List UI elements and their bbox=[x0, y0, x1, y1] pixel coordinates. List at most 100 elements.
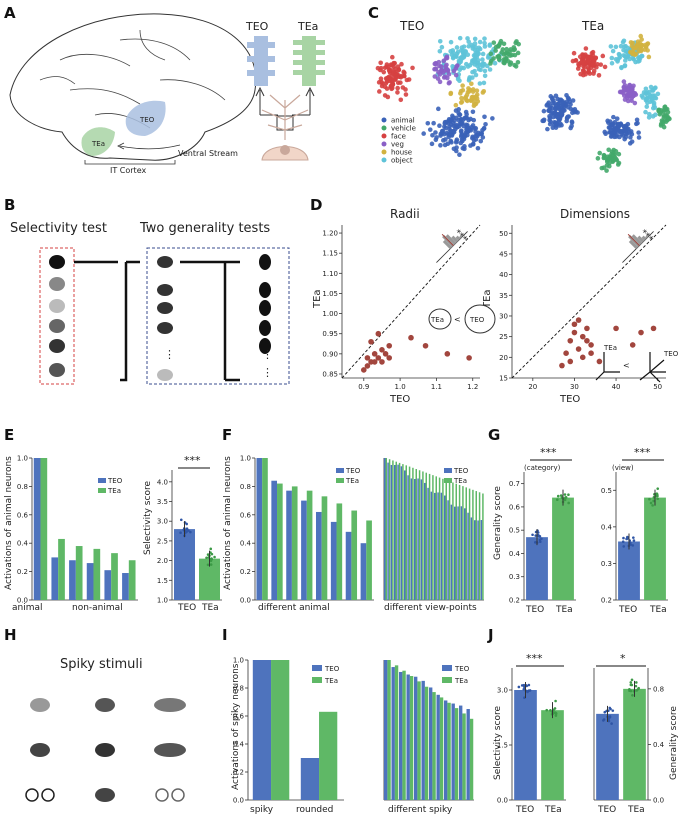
f-view-bar-TEO-10 bbox=[417, 478, 419, 600]
tsne-point-animal bbox=[555, 115, 561, 120]
i-bars1-ytick-label-5: 1.0 bbox=[233, 657, 244, 665]
tsne-point-vehicle bbox=[661, 113, 667, 119]
tsne-point-animal bbox=[450, 115, 456, 120]
tsne-point-face bbox=[596, 73, 602, 78]
f-view-bar-TEa-15 bbox=[435, 476, 437, 600]
dims-tea-axes-icon bbox=[595, 352, 620, 381]
f-animal-bar-TEO-2 bbox=[286, 490, 292, 600]
tsne-point-face bbox=[381, 69, 387, 75]
tsne-point-vehicle bbox=[512, 62, 517, 68]
tsne-point-animal bbox=[553, 93, 559, 99]
e-score-ytick-label-1: 1.5 bbox=[157, 577, 168, 585]
e-act-bar-TEO-0 bbox=[33, 458, 41, 600]
f-bars1-ytick-label-0: 0.0 bbox=[240, 597, 251, 605]
tsne-point-vehicle bbox=[504, 46, 509, 52]
tsne-point-object bbox=[616, 51, 622, 57]
g-view-dot-1-2 bbox=[649, 501, 653, 505]
tsne-point-object bbox=[625, 53, 631, 58]
dims-ytick-label-4: 35 bbox=[499, 292, 508, 300]
tsne-point-object bbox=[437, 38, 443, 44]
i-diff-bar-TEO-3 bbox=[406, 674, 410, 800]
tsne-point-face bbox=[390, 54, 395, 60]
e-act-bar-TEa-5 bbox=[128, 560, 136, 600]
radii-hist-median bbox=[441, 233, 454, 246]
dims-hist-bar-5 bbox=[645, 234, 649, 239]
tsne-point-object bbox=[473, 72, 479, 78]
j-sel-dot-0-12 bbox=[526, 690, 529, 694]
tsne-point-vehicle bbox=[515, 50, 521, 56]
tsne-point-veg bbox=[622, 87, 627, 93]
g-cat-ytick-label-2: 0.4 bbox=[509, 550, 521, 558]
tsne-point-animal bbox=[490, 116, 495, 121]
tsne-point-object bbox=[475, 63, 480, 69]
legend-dot-object bbox=[381, 157, 387, 163]
tsne-point-animal bbox=[463, 109, 469, 115]
g-view-ytick-label-3: 0.5 bbox=[601, 487, 612, 495]
generality-tests-title: Two generality tests bbox=[139, 221, 270, 236]
dims-xtick-label-2: 40 bbox=[612, 383, 621, 391]
tsne-point-vehicle bbox=[508, 60, 514, 65]
tsne-point-veg bbox=[433, 61, 438, 67]
radii-point-6 bbox=[371, 351, 378, 357]
e-sig: *** bbox=[184, 454, 201, 467]
f-view-bar-TEa-12 bbox=[425, 472, 427, 600]
tsne-point-object bbox=[476, 45, 482, 51]
tsne-point-animal bbox=[611, 114, 616, 120]
tsne-point-face bbox=[581, 68, 586, 74]
dims-hist bbox=[622, 231, 654, 263]
stim-gen-animal-0 bbox=[157, 256, 173, 268]
tsne-point-object bbox=[618, 43, 624, 49]
e-score-bar-TEa bbox=[199, 558, 220, 600]
dims-hist-bar-4 bbox=[641, 235, 647, 241]
tsne-point-object bbox=[458, 59, 463, 65]
f-legend-tea-swatch bbox=[336, 478, 344, 483]
spiky-icon-0 bbox=[30, 698, 50, 712]
tsne-point-animal bbox=[437, 123, 442, 128]
f-legend-teo: TEO bbox=[345, 467, 361, 475]
tsne-point-veg bbox=[626, 90, 632, 95]
j-sel-dot-0-4 bbox=[517, 685, 521, 689]
f-view-bar-TEa-21 bbox=[455, 483, 457, 600]
tsne-point-veg bbox=[433, 66, 439, 72]
dims-point-8 bbox=[579, 354, 586, 361]
tsne-point-animal bbox=[547, 106, 553, 112]
tsne-point-vehicle bbox=[501, 41, 507, 47]
g-cat-dot-0-9 bbox=[534, 541, 537, 544]
radii-title: Radii bbox=[390, 207, 420, 221]
selectivity-box bbox=[39, 247, 75, 385]
e-act-bar-TEO-4 bbox=[104, 570, 112, 600]
tsne-point-face bbox=[581, 54, 586, 60]
it-cortex-bracket bbox=[84, 160, 176, 165]
j-sel-dot-0-11 bbox=[525, 684, 529, 688]
f-view-bar-TEO-9 bbox=[414, 479, 416, 600]
j-gen-bar-TEa bbox=[623, 688, 646, 800]
stimulus-icons bbox=[49, 254, 271, 381]
f-view-bar-TEO-17 bbox=[440, 492, 443, 600]
tsne-point-animal bbox=[566, 114, 571, 119]
f-animal-bar-TEa-0 bbox=[262, 458, 268, 600]
f-view-bar-TEO-25 bbox=[467, 512, 469, 600]
tsne-point-animal bbox=[438, 143, 443, 148]
panel-g: 0.2 0.3 0.4 0.5 0.6 0.7 0.2 0.3 0.4 0.5 Generali… bbox=[493, 446, 668, 615]
j-gen-dot-1-8 bbox=[634, 684, 638, 688]
teo-layer-icon bbox=[247, 36, 275, 86]
tsne-point-object bbox=[459, 65, 464, 71]
f-animal-bar-TEO-1 bbox=[271, 480, 278, 600]
g-cat-bar-TEO bbox=[526, 537, 548, 600]
tsne-point-object bbox=[609, 60, 615, 66]
ventral-stream-label: Ventral Stream bbox=[178, 149, 238, 158]
g-tag-category: (category) bbox=[524, 464, 561, 472]
tsne-point-animal bbox=[541, 117, 547, 123]
dims-ytick-label-2: 25 bbox=[499, 333, 508, 341]
g-cat-ytick-label-0: 0.2 bbox=[509, 597, 520, 605]
tsne-point-animal bbox=[447, 132, 453, 138]
tsne-point-animal bbox=[456, 107, 461, 112]
i-spiky-bar-TEO-1 bbox=[300, 758, 320, 800]
j-sel-dot-0-8 bbox=[527, 683, 531, 687]
e-xl-nonanimal: non-animal bbox=[72, 603, 123, 613]
tsne-point-animal bbox=[429, 141, 435, 147]
tsne-point-face bbox=[383, 76, 389, 81]
f-animal-bar-TEO-3 bbox=[301, 500, 307, 600]
radii-hist bbox=[436, 231, 468, 263]
panel-label-j: J bbox=[487, 626, 494, 644]
